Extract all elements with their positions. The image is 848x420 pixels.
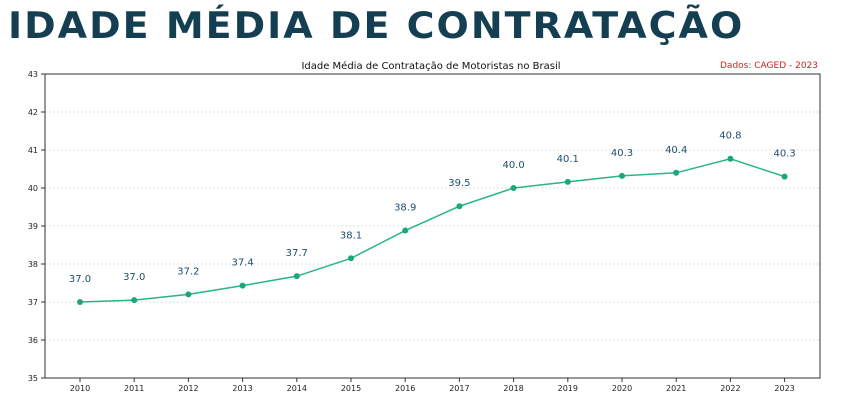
x-tick-label: 2021 bbox=[666, 384, 686, 393]
data-point bbox=[564, 178, 571, 185]
data-labels: 37.0 37.0 37.2 37.4 37.7 38.1 38.9 39.5 40.0 40.1… bbox=[69, 131, 796, 285]
data-point bbox=[293, 273, 300, 280]
y-tick-label: 37 bbox=[28, 298, 38, 307]
x-tick-label: 2022 bbox=[720, 384, 740, 393]
x-tick-label: 2010 bbox=[70, 384, 90, 393]
data-point bbox=[402, 227, 409, 234]
data-point bbox=[510, 185, 517, 191]
y-tick-label: 35 bbox=[28, 374, 38, 383]
data-point bbox=[727, 155, 734, 162]
y-tick-label: 36 bbox=[28, 336, 38, 345]
data-point bbox=[673, 169, 680, 176]
data-point bbox=[456, 203, 463, 210]
data-point bbox=[348, 255, 354, 262]
y-tick-label: 42 bbox=[28, 108, 38, 117]
data-point bbox=[239, 282, 246, 289]
x-tick-label: 2013 bbox=[232, 384, 252, 393]
data-point bbox=[131, 297, 138, 304]
y-tick-label: 40 bbox=[28, 184, 38, 193]
y-tick-label: 41 bbox=[28, 146, 38, 155]
data-label: 39.5 bbox=[448, 178, 470, 189]
x-tick-label: 2014 bbox=[287, 384, 307, 393]
data-point bbox=[185, 291, 192, 298]
y-tick-label: 39 bbox=[28, 222, 38, 231]
data-label: 38.1 bbox=[340, 230, 362, 241]
data-label: 37.0 bbox=[123, 272, 145, 283]
data-point bbox=[77, 299, 83, 305]
data-label: 38.9 bbox=[394, 203, 416, 214]
x-tick-label: 2019 bbox=[558, 384, 578, 393]
source-note: Dados: CAGED - 2023 bbox=[720, 61, 818, 71]
data-label: 40.1 bbox=[557, 154, 579, 165]
data-label: 40.3 bbox=[611, 148, 633, 159]
data-label: 37.4 bbox=[231, 258, 253, 269]
data-label: 40.0 bbox=[502, 160, 524, 171]
x-tick-label: 2017 bbox=[449, 384, 469, 393]
x-tick-label: 2012 bbox=[178, 384, 198, 393]
y-tick-label: 43 bbox=[28, 70, 38, 79]
data-point bbox=[781, 173, 788, 180]
data-point bbox=[619, 172, 625, 179]
chart-title: Idade Média de Contratação de Motoristas… bbox=[301, 60, 560, 72]
page-headline: IDADE MÉDIA DE CONTRATAÇÃO bbox=[8, 4, 745, 47]
x-tick-label: 2016 bbox=[395, 384, 415, 393]
data-label: 40.4 bbox=[665, 145, 687, 156]
x-tick-label: 2020 bbox=[612, 384, 632, 393]
series-line bbox=[79, 157, 785, 303]
x-tick-label: 2015 bbox=[341, 384, 361, 393]
x-axis: 2010 2011 2012 2013 2014 2015 2016 2017 2018 2019… bbox=[70, 378, 795, 393]
data-label: 37.2 bbox=[177, 266, 199, 277]
y-axis: 35 36 37 38 39 40 41 42 43 bbox=[28, 70, 45, 383]
data-label: 37.7 bbox=[286, 248, 308, 259]
data-label: 37.0 bbox=[69, 274, 91, 285]
data-label: 40.3 bbox=[773, 149, 795, 160]
x-tick-label: 2023 bbox=[774, 384, 794, 393]
y-tick-label: 38 bbox=[28, 260, 38, 269]
grid-lines bbox=[45, 111, 820, 341]
x-tick-label: 2011 bbox=[124, 384, 144, 393]
x-tick-label: 2018 bbox=[503, 384, 523, 393]
series-idade-media bbox=[77, 155, 788, 305]
data-label: 40.8 bbox=[719, 131, 741, 142]
